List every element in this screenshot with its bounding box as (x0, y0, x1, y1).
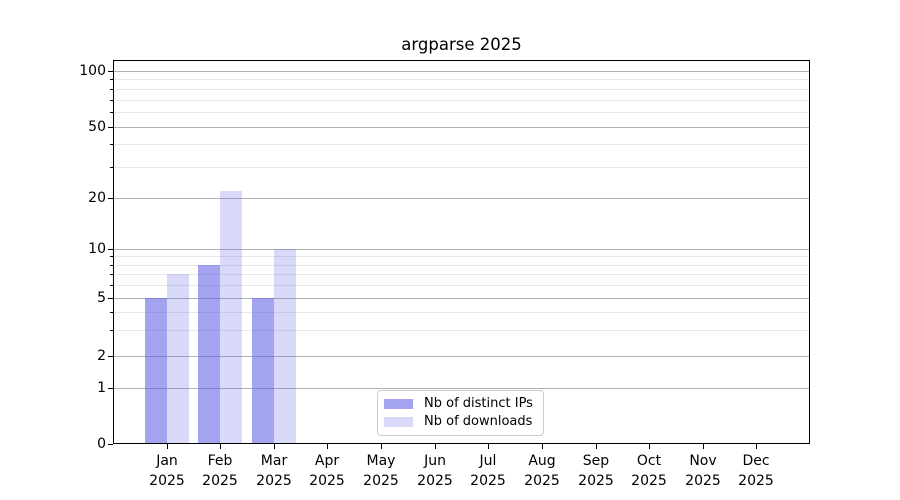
y-tick-label: 50 (88, 119, 106, 135)
x-tick (596, 444, 597, 449)
bar-distinct-ips (252, 298, 274, 443)
x-tick-label: Jul 2025 (470, 453, 506, 489)
legend-item-distinct-ips: Nb of distinct IPs (384, 397, 543, 411)
chart-title: argparse 2025 (401, 35, 522, 54)
x-tick-label: Oct 2025 (631, 453, 667, 489)
x-tick-label: Apr 2025 (309, 453, 345, 489)
bars-layer (114, 61, 809, 443)
major-gridline (114, 249, 809, 250)
minor-gridline (114, 256, 809, 257)
x-tick-label: Mar 2025 (256, 453, 292, 489)
legend-label-distinct-ips: Nb of distinct IPs (424, 396, 533, 411)
minor-gridline (114, 265, 809, 266)
x-tick (649, 444, 650, 449)
x-tick-label: Feb 2025 (202, 453, 238, 489)
major-gridline (114, 71, 809, 72)
x-tick (274, 444, 275, 449)
minor-gridline (114, 167, 809, 168)
x-tick-label: Dec 2025 (738, 453, 774, 489)
minor-gridline (114, 112, 809, 113)
x-tick-label: Sep 2025 (578, 453, 614, 489)
x-tick (542, 444, 543, 449)
legend-label-downloads: Nb of downloads (424, 414, 533, 429)
x-tick (381, 444, 382, 449)
y-tick-label: 10 (88, 241, 106, 257)
minor-gridline (114, 274, 809, 275)
minor-gridline (114, 330, 809, 331)
bar-distinct-ips (145, 298, 167, 443)
x-tick (756, 444, 757, 449)
minor-gridline (114, 100, 809, 101)
minor-gridline (114, 79, 809, 80)
x-tick-label: Jan 2025 (149, 453, 185, 489)
y-tick-label: 0 (97, 436, 106, 452)
major-gridline (114, 127, 809, 128)
bar-downloads (220, 191, 242, 443)
major-gridline (114, 356, 809, 357)
major-gridline (114, 388, 809, 389)
x-tick-label: Jun 2025 (417, 453, 453, 489)
y-tick-label: 20 (88, 190, 106, 206)
x-tick-label: Aug 2025 (524, 453, 560, 489)
x-tick (435, 444, 436, 449)
y-tick-label: 100 (79, 63, 106, 79)
legend: Nb of distinct IPs Nb of downloads (377, 390, 544, 436)
minor-gridline (114, 285, 809, 286)
x-tick (220, 444, 221, 449)
minor-gridline (114, 89, 809, 90)
bar-downloads (274, 249, 296, 443)
minor-gridline (114, 144, 809, 145)
legend-swatch-downloads (384, 417, 413, 427)
y-major-tick (108, 444, 113, 445)
x-tick (703, 444, 704, 449)
x-tick (167, 444, 168, 449)
legend-item-downloads: Nb of downloads (384, 415, 543, 429)
bar-distinct-ips (198, 265, 220, 443)
major-gridline (114, 198, 809, 199)
grid-layer (114, 61, 809, 443)
x-tick (488, 444, 489, 449)
y-tick-label: 1 (97, 380, 106, 396)
plot-area (113, 60, 810, 444)
bar-downloads (167, 274, 189, 443)
minor-gridline (114, 312, 809, 313)
y-tick-label: 2 (97, 348, 106, 364)
x-tick-label: Nov 2025 (685, 453, 721, 489)
x-tick-label: May 2025 (363, 453, 399, 489)
y-tick-label: 5 (97, 290, 106, 306)
major-gridline (114, 298, 809, 299)
x-tick (327, 444, 328, 449)
legend-swatch-distinct-ips (384, 399, 413, 409)
